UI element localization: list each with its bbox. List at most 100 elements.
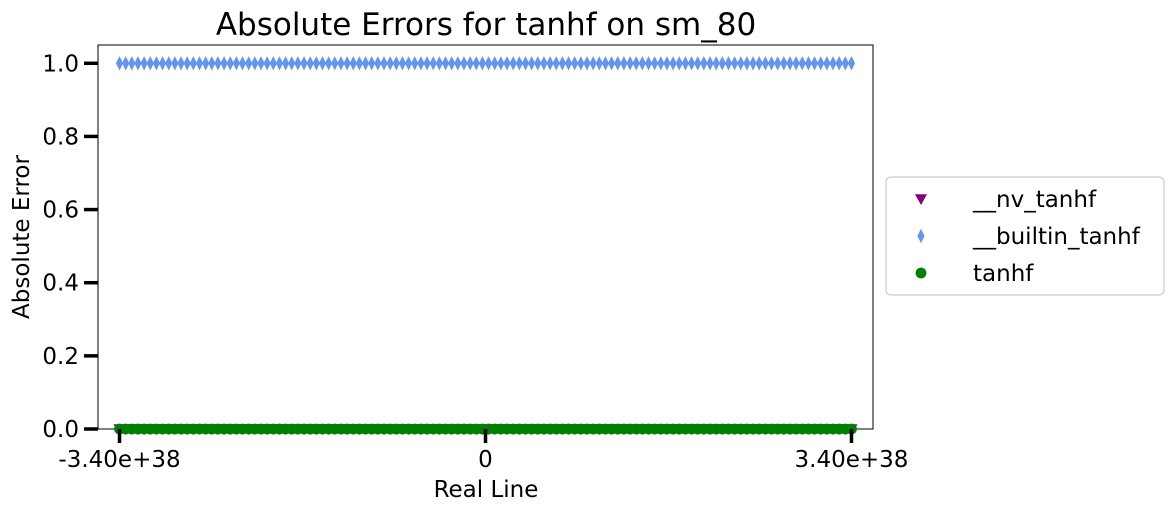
- data-point: [737, 56, 745, 71]
- data-point: [755, 56, 763, 71]
- data-point: [454, 56, 462, 71]
- data-point: [577, 56, 585, 71]
- data-point: [491, 56, 499, 71]
- y-tick-label: 0.8: [42, 124, 79, 150]
- data-point: [380, 56, 388, 71]
- data-point: [134, 56, 142, 71]
- series-layer: [113, 56, 858, 435]
- data-point: [115, 56, 124, 71]
- data-point: [214, 56, 222, 71]
- data-point: [257, 56, 265, 71]
- data-point: [749, 56, 757, 71]
- series-tanhf: [114, 423, 857, 435]
- data-point: [484, 56, 493, 71]
- data-point: [724, 56, 733, 71]
- data-point: [398, 56, 407, 71]
- data-point: [337, 56, 345, 71]
- data-point: [521, 56, 530, 71]
- data-point: [232, 56, 240, 71]
- data-point: [817, 56, 825, 71]
- data-point: [448, 56, 456, 71]
- data-point: [460, 56, 468, 71]
- data-point: [552, 56, 560, 71]
- data-point: [472, 56, 480, 71]
- data-point: [534, 56, 542, 71]
- data-point: [829, 56, 837, 71]
- x-tick-label: 3.40e+38: [795, 447, 909, 473]
- data-point: [564, 56, 573, 71]
- data-point: [281, 56, 290, 71]
- data-point: [614, 56, 622, 71]
- data-point: [681, 56, 690, 71]
- data-point: [165, 56, 173, 71]
- data-point: [761, 56, 769, 71]
- data-point: [146, 56, 154, 71]
- x-axis-label: Real Line: [434, 477, 539, 503]
- legend-frame: [885, 176, 1165, 296]
- data-point: [343, 56, 351, 71]
- data-point: [392, 56, 400, 71]
- legend-item: __builtin_tanhf: [917, 224, 1141, 250]
- legend-marker: [917, 228, 925, 244]
- data-point: [767, 56, 776, 71]
- data-point: [810, 56, 819, 71]
- data-point: [189, 56, 197, 71]
- data-point: [792, 56, 800, 71]
- data-point: [774, 56, 782, 71]
- data-point: [441, 56, 450, 71]
- data-point: [423, 56, 431, 71]
- data-point: [466, 56, 474, 71]
- data-point: [743, 56, 751, 71]
- series-builtintanhf: [115, 56, 856, 71]
- data-point: [140, 56, 148, 71]
- legend-item: tanhf: [915, 261, 1034, 287]
- data-point: [731, 56, 739, 71]
- legend-label: __builtin_tanhf: [972, 224, 1141, 250]
- data-point: [294, 56, 302, 71]
- data-point: [540, 56, 548, 71]
- data-point: [251, 56, 259, 71]
- data-point: [651, 56, 659, 71]
- plot-area: [97, 44, 874, 430]
- data-point: [411, 56, 419, 71]
- data-point: [226, 56, 234, 71]
- data-point: [515, 56, 523, 71]
- data-point: [183, 56, 191, 71]
- y-axis-label: Absolute Error: [9, 155, 35, 319]
- ticks-layer: -3.40e+38 0 3.40e+38 0.0 0.2 0.4 0.6 0.8 1.0: [42, 51, 908, 473]
- legend-marker: [915, 267, 927, 279]
- data-point: [712, 56, 720, 71]
- y-tick-label: 0.4: [42, 271, 79, 297]
- data-point: [238, 56, 247, 71]
- data-point: [638, 56, 646, 71]
- data-point: [429, 56, 437, 71]
- y-tick-label: 0.0: [42, 417, 79, 443]
- data-point: [325, 56, 333, 71]
- data-point: [847, 56, 856, 71]
- data-point: [202, 56, 210, 71]
- data-point: [632, 56, 640, 71]
- data-point: [245, 56, 253, 71]
- data-point: [601, 56, 610, 71]
- data-point: [675, 56, 683, 71]
- data-point: [841, 56, 849, 71]
- data-point: [595, 56, 603, 71]
- legend-label: __nv_tanhf: [972, 187, 1097, 213]
- data-point: [657, 56, 665, 71]
- data-point: [700, 56, 708, 71]
- legend-item: __nv_tanhf: [915, 187, 1097, 213]
- legend-label: tanhf: [973, 261, 1034, 287]
- y-tick-label: 0.6: [42, 198, 79, 224]
- data-point: [478, 56, 487, 71]
- y-tick-label: 0.2: [42, 344, 79, 370]
- data-point: [269, 56, 277, 71]
- data-point: [497, 56, 505, 71]
- data-point: [300, 56, 308, 71]
- data-point: [122, 56, 130, 71]
- data-point: [558, 56, 566, 71]
- data-point: [694, 56, 702, 71]
- data-point: [374, 56, 382, 71]
- data-point: [706, 56, 714, 71]
